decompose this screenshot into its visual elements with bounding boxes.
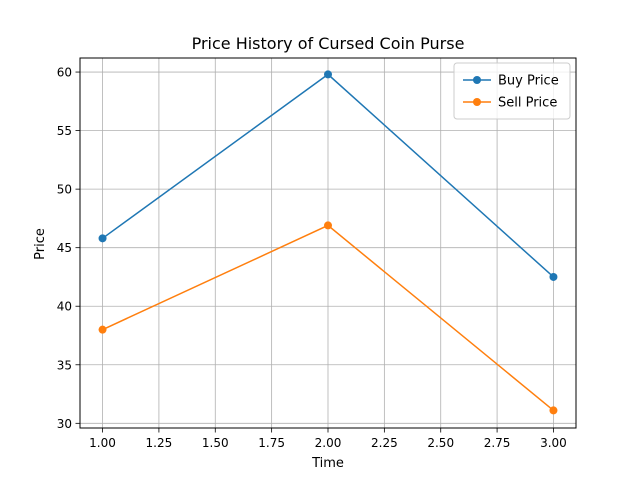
plot-series xyxy=(98,70,558,415)
y-tick-label: 45 xyxy=(57,241,72,255)
y-tick-label: 35 xyxy=(57,358,72,372)
x-tick-label: 1.75 xyxy=(258,436,285,450)
x-tick-label: 2.25 xyxy=(371,436,398,450)
sell-price-point xyxy=(549,406,558,415)
buy-price-point xyxy=(549,272,558,281)
chart-title: Price History of Cursed Coin Purse xyxy=(192,34,465,53)
y-tick-label: 50 xyxy=(57,183,72,197)
y-axis-ticks: 30 35 40 45 50 55 60 xyxy=(57,66,80,431)
y-tick-label: 55 xyxy=(57,124,72,138)
legend-buy-price-label: Buy Price xyxy=(498,74,559,89)
grid xyxy=(80,58,576,428)
y-tick-label: 60 xyxy=(57,66,72,80)
x-tick-label: 2.00 xyxy=(315,436,342,450)
y-axis-label: Price xyxy=(33,228,48,260)
x-tick-label: 1.00 xyxy=(89,436,116,450)
y-tick-label: 40 xyxy=(57,300,72,314)
x-tick-label: 2.50 xyxy=(427,436,454,450)
buy-price-point xyxy=(324,70,332,79)
buy-price-point xyxy=(98,234,107,243)
x-tick-label: 1.25 xyxy=(146,436,173,450)
x-axis-ticks: 1.00 1.25 1.50 1.75 2.00 2.25 2.50 2.75 3.00 xyxy=(89,428,567,450)
x-axis-label: Time xyxy=(311,456,344,471)
x-tick-label: 3.00 xyxy=(540,436,567,450)
x-tick-label: 1.50 xyxy=(202,436,229,450)
legend: Buy Price Sell Price xyxy=(453,62,571,120)
x-tick-label: 2.75 xyxy=(484,436,511,450)
sell-price-point xyxy=(324,221,332,230)
legend-sell-price-marker xyxy=(473,98,481,106)
legend-box xyxy=(453,62,571,120)
sell-price-point xyxy=(98,325,107,334)
y-tick-label: 30 xyxy=(57,417,72,431)
legend-buy-price-marker xyxy=(473,76,481,84)
legend-sell-price-label: Sell Price xyxy=(498,96,557,111)
